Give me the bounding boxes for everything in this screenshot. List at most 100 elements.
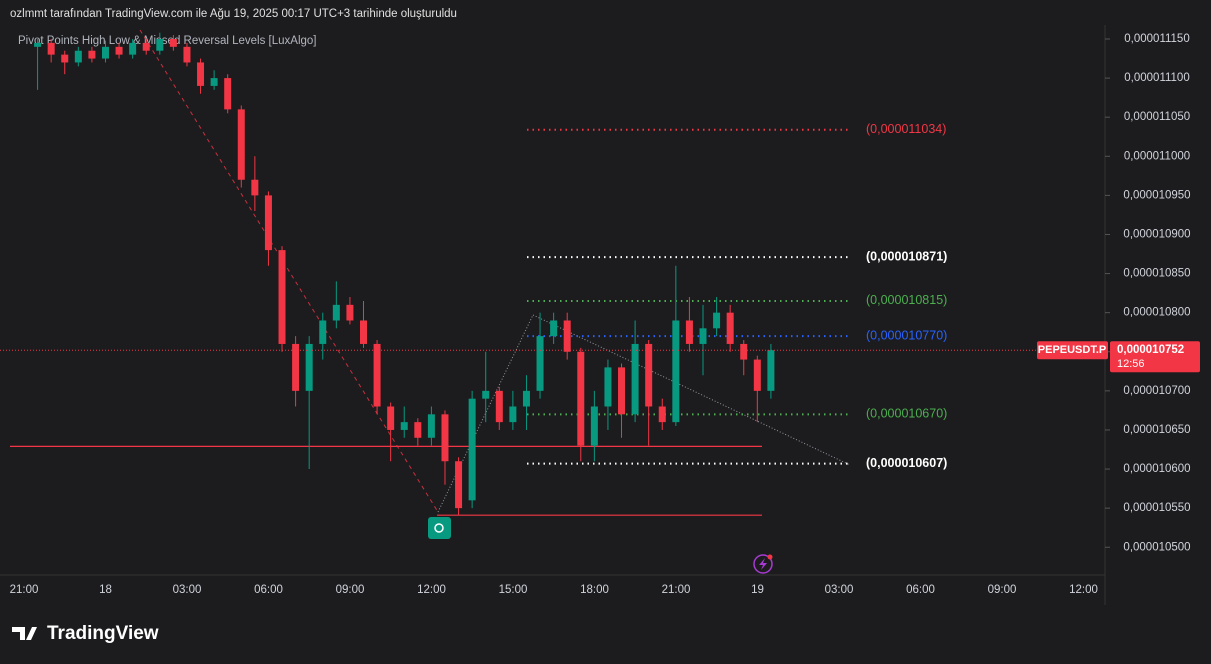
candle: [577, 347, 585, 462]
candle-body: [373, 343, 381, 407]
candle-body: [88, 50, 96, 59]
candle: [101, 40, 109, 63]
candle-body: [61, 54, 69, 63]
candle-body: [251, 179, 259, 196]
x-tick-label: 06:00: [906, 584, 935, 596]
candle: [346, 297, 354, 325]
candle-body: [292, 343, 300, 391]
candle: [563, 312, 571, 360]
candle: [699, 304, 707, 376]
candle: [740, 340, 748, 376]
candle: [550, 312, 558, 344]
candle: [753, 355, 761, 423]
candle-body: [264, 195, 272, 251]
candle-body: [441, 414, 449, 462]
brand-logo: [12, 627, 37, 640]
candle-body: [604, 367, 612, 407]
candle: [685, 297, 693, 352]
candle-body: [387, 406, 395, 430]
candle: [74, 46, 82, 67]
y-tick-label: 0,000010800: [1123, 307, 1190, 319]
candle-body: [169, 38, 177, 47]
candle: [142, 38, 150, 55]
candle-body: [115, 46, 123, 55]
candle-body: [237, 109, 245, 180]
y-tick-label: 0,000010650: [1123, 424, 1190, 436]
candle-body: [129, 42, 137, 55]
brand-name: TradingView: [47, 623, 159, 644]
x-tick-label: 09:00: [988, 584, 1017, 596]
candle: [156, 32, 164, 55]
candle-body: [47, 42, 55, 55]
candle-body: [427, 414, 435, 438]
candle: [34, 38, 42, 90]
candle: [115, 42, 123, 59]
candle-body: [197, 62, 205, 86]
countdown: 12:56: [1117, 358, 1145, 370]
candle-body: [224, 78, 232, 110]
candle-body: [156, 38, 164, 51]
candle: [400, 406, 408, 438]
candle: [631, 320, 639, 423]
symbol-label: PEPEUSDT.P: [1038, 344, 1106, 356]
candle-body: [346, 304, 354, 321]
candle-body: [210, 78, 218, 86]
candle-body: [753, 359, 761, 391]
y-tick-label: 0,000011100: [1124, 72, 1189, 84]
x-tick-label: 19: [751, 584, 764, 596]
x-tick-label: 21:00: [10, 584, 39, 596]
trend-line: [437, 314, 534, 513]
candle-body: [563, 320, 571, 352]
candle-body: [672, 320, 680, 423]
candle: [197, 58, 205, 94]
candle: [536, 312, 544, 399]
candle-body: [577, 351, 585, 446]
candle-body: [522, 390, 530, 407]
pivot-icon: [434, 523, 444, 533]
candle-body: [767, 350, 775, 391]
candle: [61, 50, 69, 75]
price-box: [1110, 341, 1200, 373]
y-tick-label: 0,000010500: [1123, 541, 1190, 553]
y-tick-label: 0,000010550: [1123, 502, 1190, 514]
candle: [360, 300, 367, 348]
alert-icon: [753, 554, 773, 574]
candle-body: [726, 312, 734, 344]
candle: [767, 343, 775, 399]
candle: [169, 35, 177, 51]
candle-body: [183, 46, 191, 63]
candle-body: [699, 328, 707, 344]
candle: [319, 312, 327, 360]
y-tick-label: 0,000011150: [1124, 33, 1189, 45]
candle: [482, 351, 490, 423]
candle: [183, 42, 191, 67]
x-tick-label: 18: [99, 584, 112, 596]
candle: [210, 70, 218, 90]
candle: [264, 191, 272, 266]
candle-body: [536, 336, 544, 391]
candle-body: [590, 406, 598, 446]
candle-body: [713, 312, 721, 329]
candle: [590, 390, 598, 462]
candle: [387, 402, 395, 462]
candle: [645, 340, 653, 446]
x-tick-label: 21:00: [662, 584, 691, 596]
level-label: (0,000010815): [866, 293, 947, 307]
candle-body: [482, 390, 490, 399]
candle-body: [658, 406, 666, 423]
candle-body: [631, 343, 639, 415]
candle-body: [101, 46, 109, 59]
candle-body: [400, 422, 408, 430]
x-tick-label: 06:00: [254, 584, 283, 596]
last-price-label: 0,000010752: [1117, 344, 1184, 356]
candle-body: [618, 367, 626, 415]
candle-body: [360, 320, 367, 344]
alert-dot: [767, 554, 773, 560]
candle: [441, 410, 449, 485]
symbol-box: [1037, 341, 1108, 360]
candle: [251, 156, 259, 212]
level-label: (0,000011034): [866, 122, 946, 136]
candle: [672, 265, 680, 427]
candle: [224, 74, 232, 114]
